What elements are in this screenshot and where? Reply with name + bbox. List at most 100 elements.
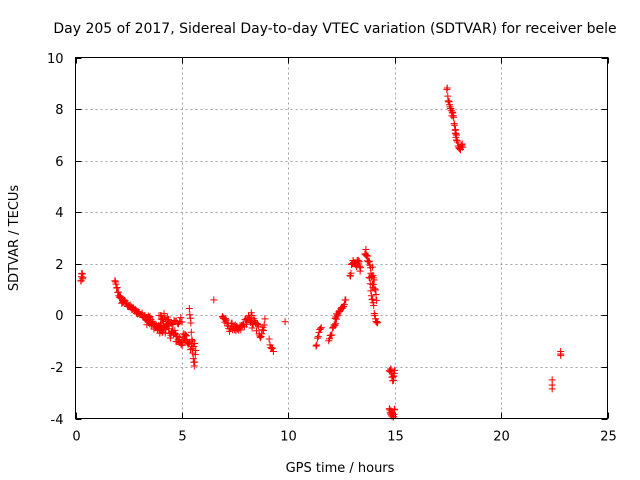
data-point <box>368 263 376 271</box>
data-point <box>149 320 157 328</box>
data-point <box>312 342 320 350</box>
data-point <box>177 340 185 348</box>
data-point <box>371 285 379 293</box>
data-point <box>374 318 382 326</box>
data-point <box>265 335 273 343</box>
data-point <box>171 326 179 334</box>
data-point <box>326 335 334 343</box>
data-point <box>362 246 370 254</box>
data-point <box>355 257 363 265</box>
data-point <box>261 315 269 323</box>
data-point <box>373 318 381 326</box>
data-point <box>458 140 466 148</box>
data-point <box>182 332 190 340</box>
data-point <box>371 286 379 294</box>
data-point <box>281 318 289 326</box>
data-point <box>315 328 323 336</box>
data-point <box>328 331 336 339</box>
data-point <box>260 321 268 329</box>
y-axis-label: SDTVAR / TECUs <box>7 185 22 292</box>
data-point <box>313 341 321 349</box>
data-point <box>115 294 123 302</box>
data-point <box>187 319 195 327</box>
data-point <box>242 320 250 328</box>
data-point <box>174 332 182 340</box>
data-point <box>450 113 458 121</box>
data-point <box>369 295 377 303</box>
x-tick-label: 25 <box>600 430 617 445</box>
x-tick-label: 15 <box>387 430 404 445</box>
data-point <box>181 330 189 338</box>
data-point <box>330 321 338 329</box>
data-point <box>557 351 565 359</box>
data-point <box>256 334 264 342</box>
data-point <box>373 319 381 327</box>
data-point <box>548 385 556 393</box>
data-point <box>254 321 262 329</box>
data-point <box>260 327 268 335</box>
y-tick-label: 0 <box>55 309 63 324</box>
data-point <box>188 337 196 345</box>
data-point <box>182 335 190 343</box>
data-point <box>342 296 350 304</box>
data-point <box>443 84 451 92</box>
x-axis-label: GPS time / hours <box>286 461 395 476</box>
data-point <box>356 267 364 275</box>
data-point <box>79 273 87 281</box>
data-point <box>365 257 373 265</box>
y-tick-label: 10 <box>47 52 64 67</box>
y-tick-label: 2 <box>55 258 63 273</box>
y-tick-label: -2 <box>51 361 64 376</box>
data-point <box>366 280 374 288</box>
data-point <box>113 283 121 291</box>
data-point <box>370 276 378 284</box>
data-point <box>459 143 467 151</box>
data-point <box>192 346 200 354</box>
data-point <box>340 300 348 308</box>
data-point <box>370 302 378 310</box>
data-point <box>147 315 155 323</box>
data-point <box>112 280 120 288</box>
chart-title: Day 205 of 2017, Sidereal Day-to-day VTE… <box>53 21 616 37</box>
data-point <box>187 328 195 336</box>
data-point <box>365 273 373 281</box>
data-point <box>222 315 230 323</box>
x-tick-label: 5 <box>178 430 186 445</box>
data-point <box>367 292 375 300</box>
data-point <box>356 262 364 270</box>
data-point <box>185 304 193 312</box>
y-tick-label: 6 <box>55 155 63 170</box>
plot-frame <box>75 57 608 419</box>
data-point <box>362 251 370 259</box>
data-point <box>187 346 195 354</box>
data-point <box>269 344 277 352</box>
data-point <box>190 343 198 351</box>
data-point <box>191 358 199 366</box>
data-point <box>113 284 121 292</box>
data-point <box>178 341 186 349</box>
data-point <box>372 291 380 299</box>
grid-lines <box>75 57 608 419</box>
data-point <box>237 326 245 334</box>
data-point <box>332 320 340 328</box>
data-point <box>365 258 373 266</box>
y-tick-label: -4 <box>51 413 64 428</box>
data-point <box>160 310 168 318</box>
data-point <box>391 366 399 374</box>
data-point <box>391 405 399 413</box>
x-tick-label: 0 <box>72 430 80 445</box>
data-point <box>355 259 363 267</box>
data-point <box>357 264 365 272</box>
data-point <box>164 315 172 323</box>
data-point <box>114 288 122 296</box>
data-point <box>313 334 321 342</box>
data-point <box>373 296 381 304</box>
data-point <box>454 138 462 146</box>
data-point <box>331 314 339 322</box>
data-point <box>268 345 276 353</box>
data-point <box>254 322 262 330</box>
data-point <box>451 129 459 137</box>
data-point <box>453 136 461 144</box>
